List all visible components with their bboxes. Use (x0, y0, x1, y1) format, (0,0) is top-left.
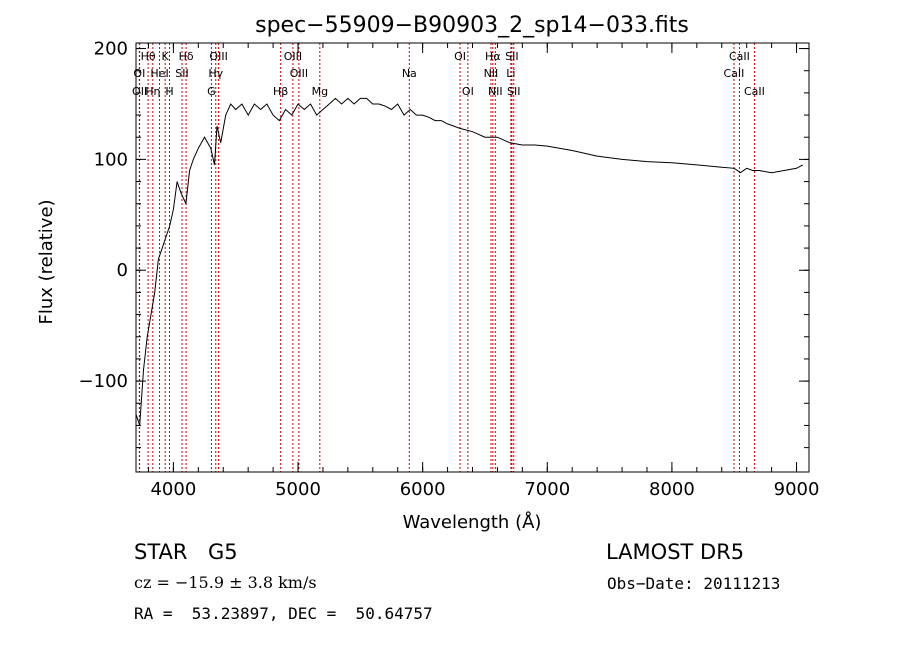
line-label: Na (402, 67, 417, 80)
survey-name: LAMOST DR5 (606, 540, 745, 564)
y-tick-label: 0 (117, 260, 128, 281)
x-tick-label: 6000 (400, 479, 446, 500)
line-label: NII (488, 85, 503, 98)
x-tick-label: 5000 (275, 479, 321, 500)
line-label: OIII (209, 50, 227, 63)
line-label: SII (505, 50, 518, 63)
x-axis-label: Wavelength (Å) (403, 511, 542, 533)
spectral-line-markers (138, 43, 755, 472)
y-axis: −100 0 100 200 (79, 39, 809, 449)
line-label: NII (484, 67, 499, 80)
coordinates: RA = 53.23897, DEC = 50.64757 (134, 604, 433, 623)
line-label: OI (462, 85, 474, 98)
line-label: K (162, 50, 170, 63)
line-label: Hα (485, 50, 501, 63)
y-tick-label: 100 (94, 149, 128, 170)
line-label: HeI (150, 67, 168, 80)
line-label: Hη (145, 85, 160, 98)
x-tick-label: 7000 (524, 479, 570, 500)
line-label: OIII (290, 67, 308, 80)
x-tick-label: 4000 (150, 479, 196, 500)
y-tick-label: 200 (94, 39, 128, 60)
x-tick-label: 8000 (649, 479, 695, 500)
line-label: Li (506, 67, 515, 80)
observation-date: Obs−Date: 20111213 (607, 574, 781, 593)
spectrum-line (135, 97, 804, 426)
line-label: Hδ (179, 50, 194, 63)
line-label: OI (454, 50, 466, 63)
line-label: Hβ (273, 85, 288, 98)
y-tick-label: −100 (79, 371, 128, 392)
spectral-line-labels: Hθ K Hδ OIII OIII OI Hα SII CaII OI HeI SII Hγ OIII Na… (132, 50, 765, 98)
line-label: OIII (284, 50, 302, 63)
line-label: G (207, 85, 216, 98)
line-label: Hθ (141, 50, 156, 63)
line-label: OI (133, 67, 145, 80)
line-label: Mg (312, 85, 328, 98)
line-label: Hγ (208, 67, 223, 80)
plot-frame (135, 42, 810, 473)
chart-title: spec−55909−B90903_2_sp14−033.fits (255, 13, 689, 38)
line-label: CaII (724, 67, 745, 80)
line-label: CaII (729, 50, 750, 63)
x-axis: 4000 5000 6000 7000 8000 9000 (147, 43, 820, 500)
object-subclass: G5 (208, 540, 238, 564)
line-label: SII (507, 85, 520, 98)
line-label: H (165, 85, 173, 98)
line-label: CaII (744, 85, 765, 98)
y-axis-label: Flux (relative) (36, 199, 57, 324)
line-label: SII (175, 67, 188, 80)
radial-velocity: cz = −15.9 ± 3.8 km/s (134, 573, 317, 592)
x-tick-label: 9000 (774, 479, 820, 500)
object-class: STAR (134, 540, 188, 564)
